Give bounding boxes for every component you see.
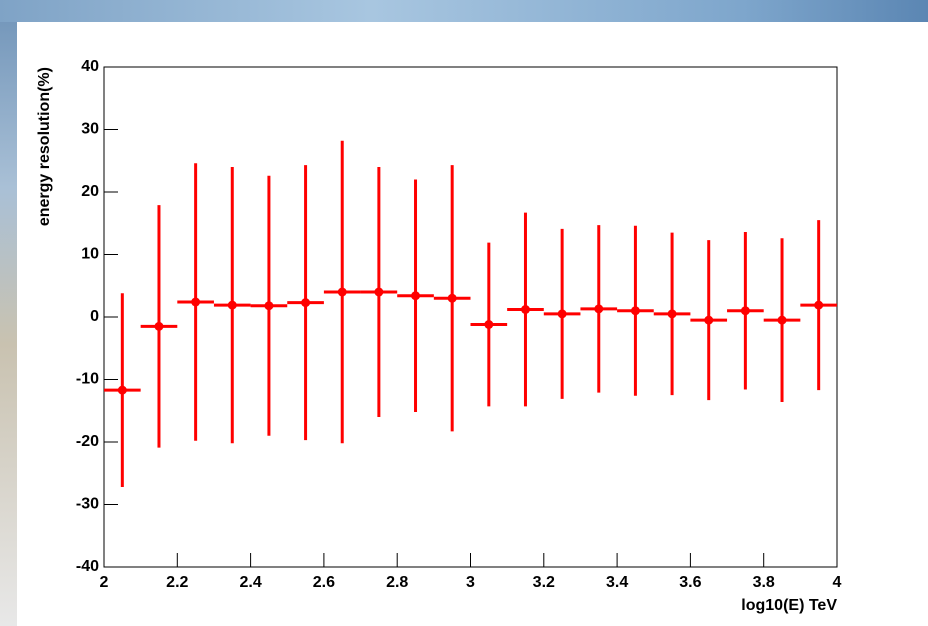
data-point bbox=[264, 301, 273, 310]
x-tick-label: 3.2 bbox=[533, 574, 555, 591]
screen: log10(E) TeV energy resolution(%) -40 -30… bbox=[0, 0, 928, 626]
x-tick-label: 3.8 bbox=[753, 574, 775, 591]
x-tick-label: 2.4 bbox=[239, 574, 261, 591]
x-tick-label: 2.6 bbox=[313, 574, 335, 591]
data-point bbox=[191, 298, 200, 307]
y-tick-label: 30 bbox=[81, 121, 99, 138]
y-tick-label: 40 bbox=[81, 58, 99, 75]
x-tick-label: 2 bbox=[100, 574, 109, 591]
data-point bbox=[411, 291, 420, 300]
y-tick-label: -10 bbox=[76, 371, 99, 388]
data-point bbox=[448, 294, 457, 303]
data-point bbox=[631, 306, 640, 315]
data-point bbox=[484, 320, 493, 329]
x-tick-label: 3.6 bbox=[679, 574, 701, 591]
data-point bbox=[558, 309, 567, 318]
data-point bbox=[594, 304, 603, 313]
x-tick-label: 3 bbox=[466, 574, 475, 591]
x-tick-label: 2.2 bbox=[166, 574, 188, 591]
chart: log10(E) TeV energy resolution(%) -40 -30… bbox=[0, 0, 928, 626]
y-tick-label: 20 bbox=[81, 183, 99, 200]
x-tick-label: 4 bbox=[833, 574, 842, 591]
x-axis-title: log10(E) TeV bbox=[741, 597, 837, 614]
y-tick-label: -30 bbox=[76, 496, 99, 513]
data-point bbox=[778, 316, 787, 325]
y-tick-label: 0 bbox=[90, 308, 99, 325]
x-tick-label: 2.8 bbox=[386, 574, 408, 591]
y-tick-label: 10 bbox=[81, 246, 99, 263]
x-tick-label: 3.4 bbox=[606, 574, 628, 591]
data-point bbox=[118, 386, 127, 395]
y-axis-title: energy resolution(%) bbox=[36, 67, 53, 226]
data-point bbox=[374, 288, 383, 297]
data-point bbox=[704, 316, 713, 325]
plot-frame bbox=[104, 67, 837, 567]
data-point bbox=[814, 301, 823, 310]
data-point bbox=[228, 301, 237, 310]
y-tick-label: -40 bbox=[76, 558, 99, 575]
data-point bbox=[301, 298, 310, 307]
data-point bbox=[154, 322, 163, 331]
data-point bbox=[741, 306, 750, 315]
data-point bbox=[338, 288, 347, 297]
data-point bbox=[521, 305, 530, 314]
y-tick-label: -20 bbox=[76, 433, 99, 450]
data-point bbox=[668, 309, 677, 318]
